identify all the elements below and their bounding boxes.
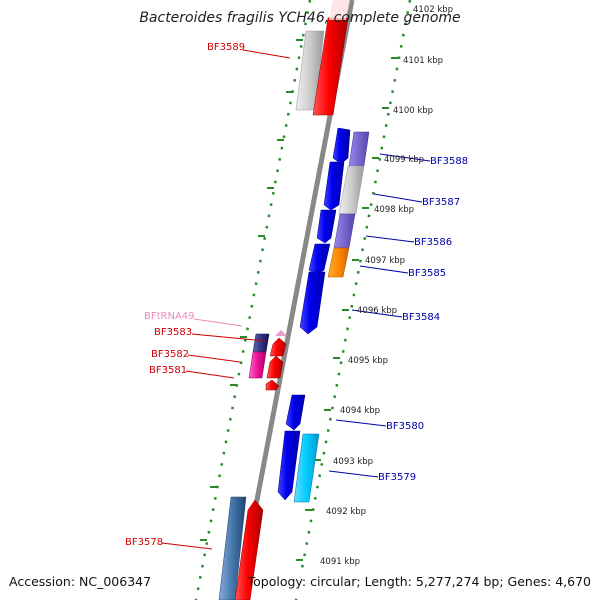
kbp-tick-label: 4097 kbp [365,256,405,266]
gene-bf3579[interactable] [277,430,301,501]
gene-label-bftrna49[interactable]: BFtRNA49 [144,311,195,322]
kbp-tick-label: 4101 kbp [403,56,443,66]
kbp-tick-label: 4096 kbp [357,306,397,316]
gene-bf3582-red[interactable] [266,355,284,379]
gene-bf3588[interactable] [332,127,351,165]
gene-bf3581[interactable] [265,379,280,391]
kbp-tick-label: 4094 kbp [340,406,380,416]
kbp-tick-label: 4091 kbp [320,557,360,567]
map-title: Bacteroides fragilis YCH46, complete gen… [139,10,460,26]
gene-label-bf3578[interactable]: BF3578 [125,537,163,548]
kbp-tick-label: 4093 kbp [333,457,373,467]
gene-label-bf3581[interactable]: BF3581 [149,365,187,376]
gene-bftrna49[interactable] [275,330,287,336]
topology-text: Topology: circular; Length: 5,277,274 bp… [247,574,591,589]
gene-label-bf3589[interactable]: BF3589 [207,42,245,53]
accession-text: Accession: NC_006347 [9,574,151,589]
gene-bf3580[interactable] [285,394,306,431]
footer-backdrop-right [258,571,596,593]
gene-bf3586-purple[interactable] [333,213,356,249]
gene-bf3588-purple[interactable] [348,131,370,167]
kbp-tick-label: 4095 kbp [348,356,388,366]
gene-label-bf3586[interactable]: BF3586 [414,237,452,248]
gene-bf3582[interactable] [248,351,267,379]
scale-tick-marks [200,39,398,561]
gene-bf3585[interactable] [308,243,331,276]
gene-bf3583-navy[interactable] [252,333,270,353]
gene-bf3583[interactable] [269,337,287,357]
gene-label-bf3582[interactable]: BF3582 [151,349,189,360]
gene-label-bf3579[interactable]: BF3579 [378,472,416,483]
gene-bf3584[interactable] [299,271,326,335]
gene-bf3586[interactable] [316,209,337,244]
gene-bf3579-cyan[interactable] [293,433,320,503]
gene-bf3587[interactable] [323,161,345,211]
gene-bf3578-steel[interactable] [218,496,247,600]
kbp-tick-label: 4102 kbp [413,5,453,15]
kbp-tick-label: 4098 kbp [374,205,414,215]
gene-bf3587-grey[interactable] [338,165,365,215]
gene-bf3585-orange[interactable] [327,247,350,278]
gene-label-bf3585[interactable]: BF3585 [408,268,446,279]
footer-backdrop-left [4,571,152,593]
gene-label-bf3587[interactable]: BF3587 [422,197,460,208]
kbp-tick-label: 4099 kbp [384,155,424,165]
gene-label-bf3584[interactable]: BF3584 [402,312,440,323]
gene-top-faded [329,0,350,20]
gene-label-bf3588[interactable]: BF3588 [430,156,468,167]
kbp-tick-label: 4092 kbp [326,507,366,517]
label-leader-lines [161,49,431,550]
gene-label-bf3583[interactable]: BF3583 [154,327,192,338]
kbp-tick-label: 4100 kbp [393,106,433,116]
gene-label-bf3580[interactable]: BF3580 [386,421,424,432]
gene-bf3578[interactable] [234,499,264,600]
